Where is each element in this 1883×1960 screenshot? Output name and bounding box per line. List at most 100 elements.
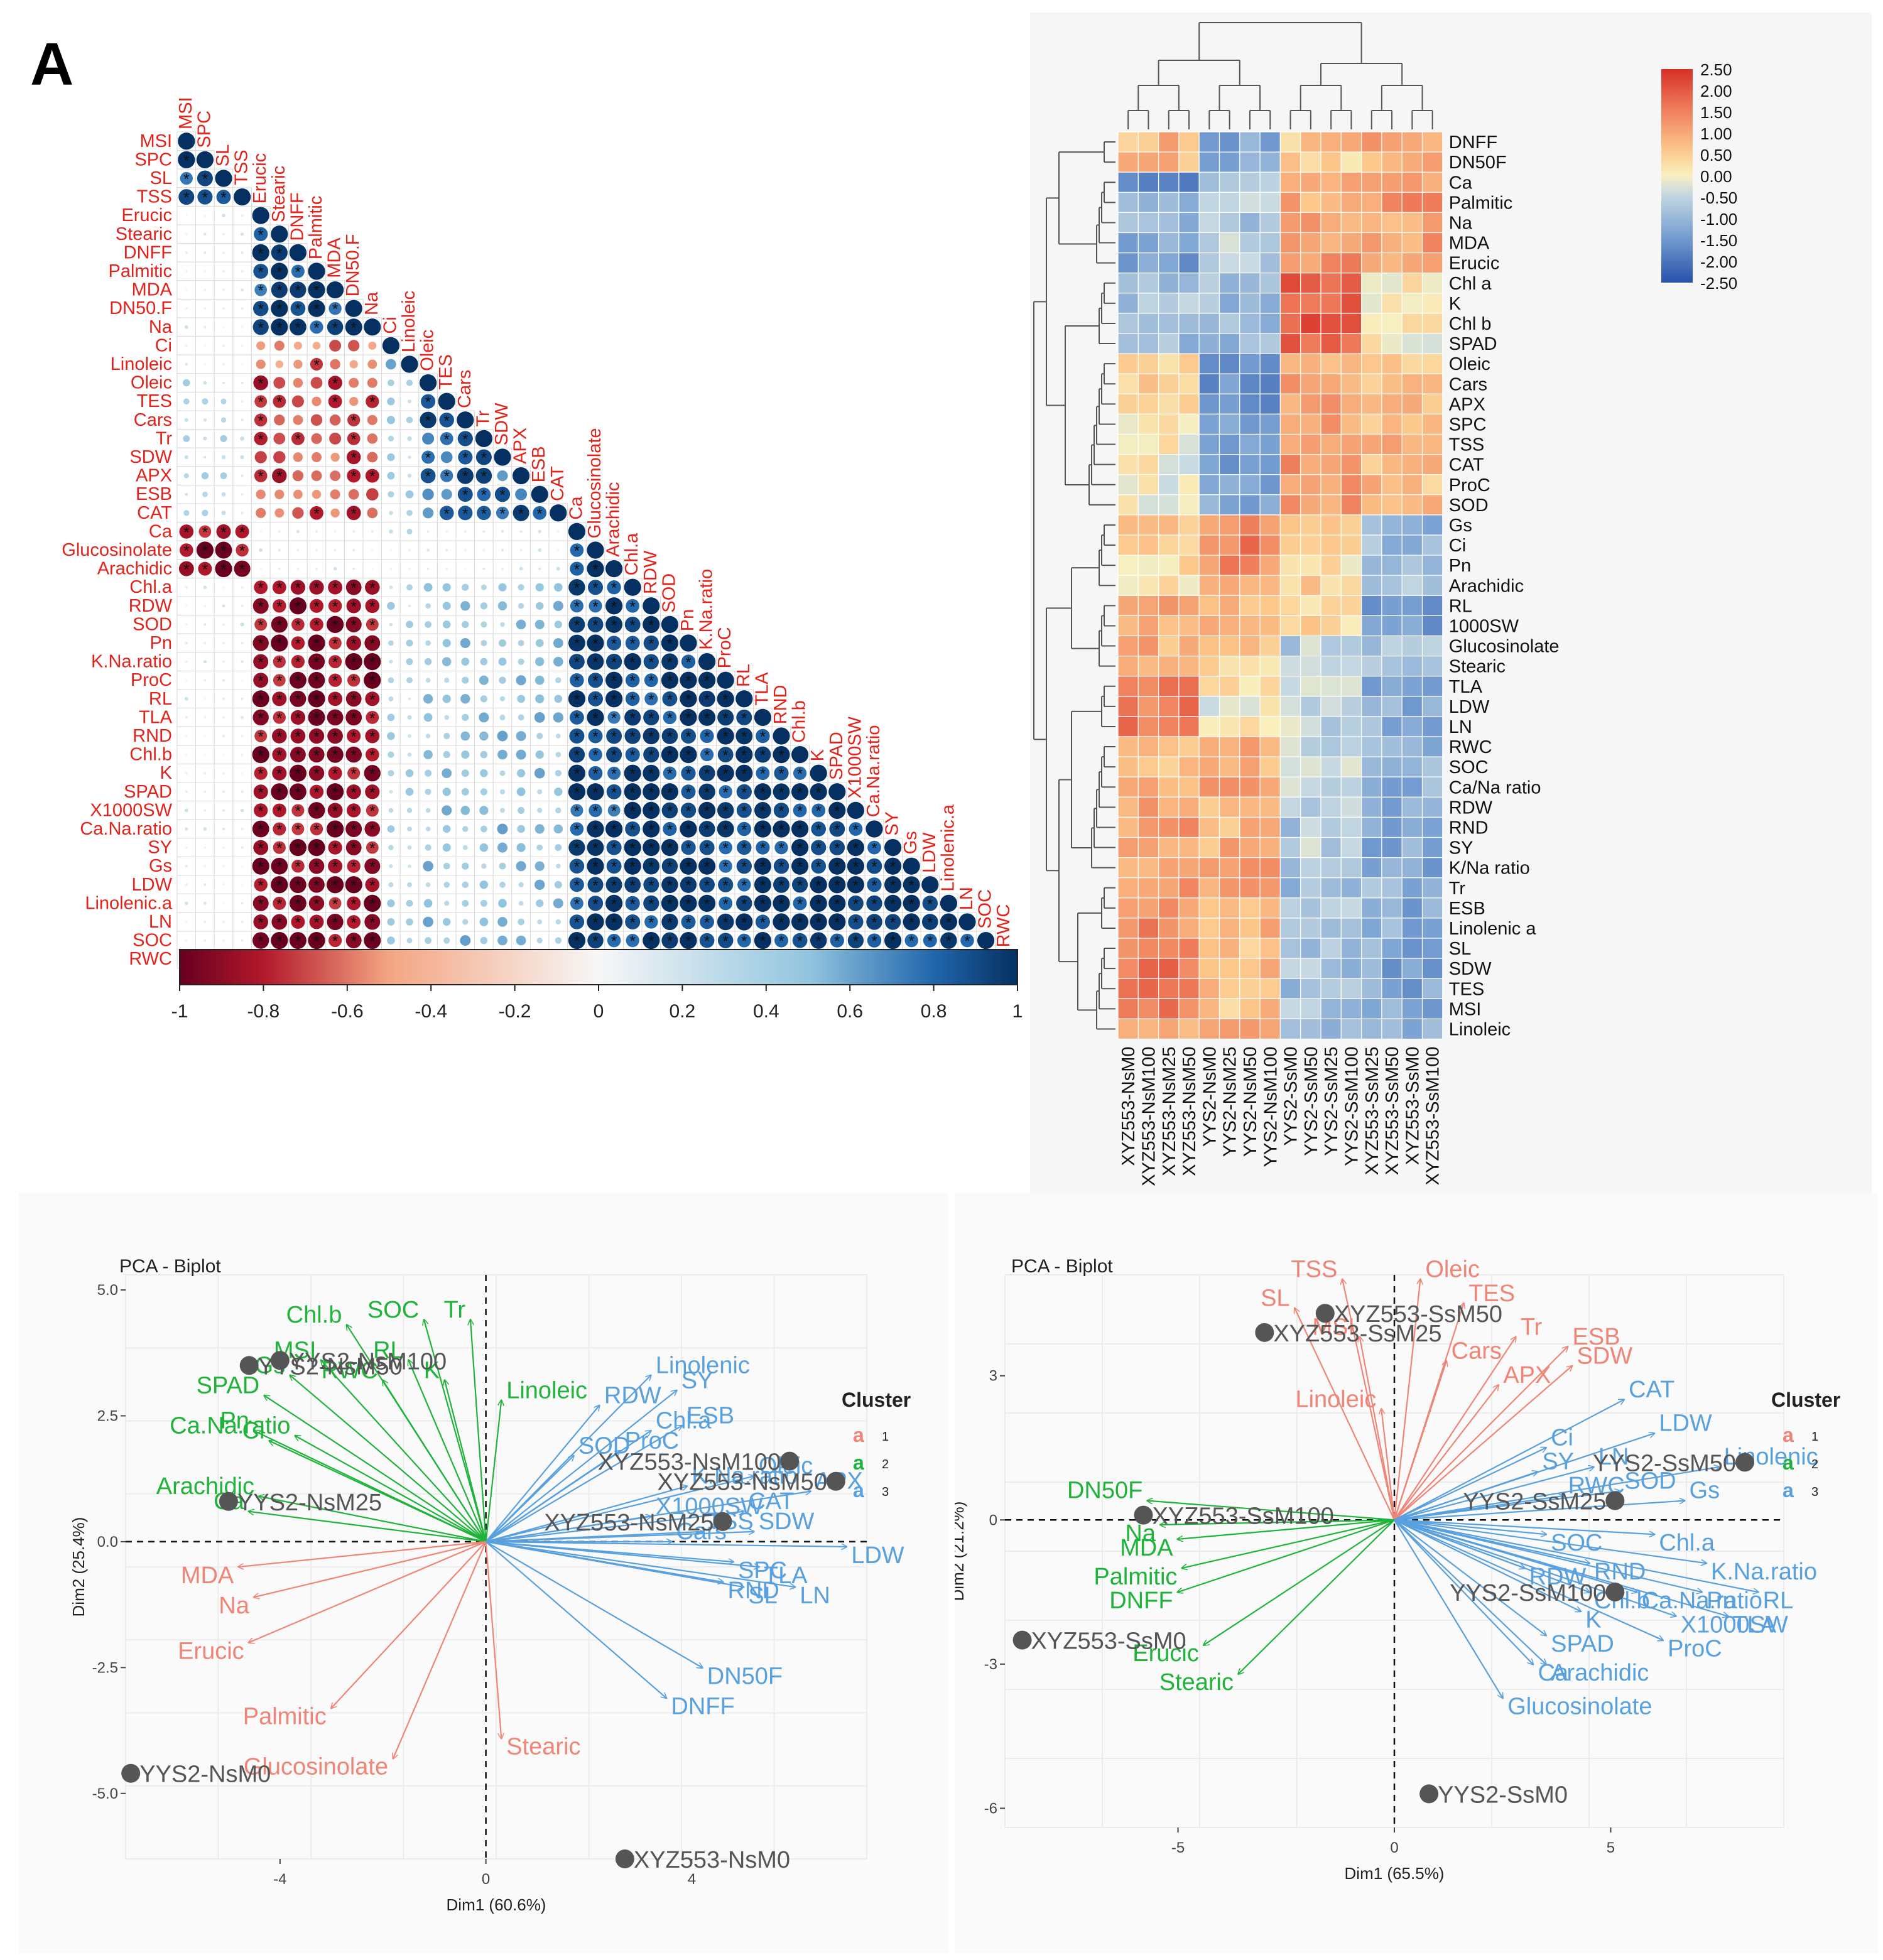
corr-circle bbox=[328, 858, 343, 874]
significance-star: * bbox=[258, 431, 264, 448]
corr-circle bbox=[773, 913, 790, 931]
heat-cell bbox=[1198, 413, 1220, 435]
corr-circle bbox=[278, 567, 281, 570]
loading-arrow-gs bbox=[1394, 1501, 1685, 1521]
corr-circle bbox=[292, 507, 304, 519]
corr-circle bbox=[345, 821, 362, 837]
significance-star: * bbox=[630, 691, 636, 708]
heat-cell bbox=[1401, 837, 1423, 858]
corr-circle bbox=[185, 716, 188, 719]
significance-star: * bbox=[258, 766, 264, 782]
significance-star: * bbox=[369, 598, 375, 615]
corr-circle bbox=[424, 658, 432, 666]
corr-circle bbox=[735, 727, 753, 745]
heat-cell bbox=[1340, 897, 1362, 919]
diag-label-esb: ESB bbox=[529, 446, 549, 482]
corr-circle bbox=[347, 413, 361, 426]
significance-star: * bbox=[295, 784, 301, 801]
significance-star: * bbox=[816, 933, 822, 950]
corr-circle bbox=[365, 598, 380, 614]
corr-circle bbox=[388, 845, 394, 850]
heat-cell bbox=[1320, 877, 1342, 899]
significance-star: * bbox=[295, 896, 301, 912]
corr-circle bbox=[680, 745, 697, 764]
corr-circle bbox=[203, 790, 207, 793]
corr-circle bbox=[480, 769, 488, 777]
corr-circle bbox=[185, 307, 188, 310]
heat-cell bbox=[1279, 252, 1301, 274]
significance-star: * bbox=[592, 766, 598, 782]
heat-cell bbox=[1198, 252, 1220, 274]
corr-circle bbox=[215, 170, 232, 187]
significance-star: * bbox=[481, 506, 487, 522]
corr-circle bbox=[482, 567, 486, 570]
corr-circle bbox=[180, 171, 193, 185]
corr-circle bbox=[792, 933, 808, 948]
heat-cell bbox=[1381, 212, 1403, 234]
corr-circle bbox=[443, 862, 450, 870]
corr-circle bbox=[345, 691, 362, 707]
corr-circle bbox=[442, 768, 452, 779]
significance-star: * bbox=[258, 376, 264, 393]
heat-cell bbox=[1198, 393, 1220, 414]
corr-circle bbox=[216, 190, 231, 205]
heat-cell bbox=[1137, 514, 1159, 536]
corr-circle bbox=[272, 691, 287, 707]
significance-star: * bbox=[313, 803, 319, 820]
heat-cell bbox=[1421, 151, 1443, 173]
heat-cell bbox=[1421, 293, 1443, 314]
heat-cell bbox=[1381, 615, 1403, 637]
heat-cell bbox=[1300, 373, 1321, 394]
corr-circle bbox=[364, 932, 381, 950]
corr-circle bbox=[220, 435, 227, 442]
significance-star: * bbox=[760, 821, 766, 838]
diag-label-spad: SPAD bbox=[827, 732, 847, 780]
corr-circle bbox=[518, 882, 524, 887]
panel-b: DNFF DN50F Ca Palmitic Na MDA Erucic Chl a K Chl … bbox=[1030, 13, 1872, 1193]
corr-circle bbox=[203, 214, 207, 217]
significance-star: * bbox=[797, 821, 803, 838]
heat-cell bbox=[1300, 756, 1321, 777]
significance-star: * bbox=[258, 710, 264, 727]
corr-circle bbox=[625, 896, 640, 911]
heat-cell bbox=[1158, 756, 1180, 777]
significance-star: * bbox=[871, 877, 877, 894]
loading-arrow-rwc bbox=[383, 1380, 487, 1542]
corr-circle bbox=[680, 820, 697, 838]
sample-point-xyz553-ssm25 bbox=[1255, 1323, 1274, 1342]
heat-cell bbox=[1421, 453, 1443, 475]
heat-cell bbox=[1340, 151, 1362, 173]
corr-circle bbox=[364, 914, 381, 930]
corr-circle bbox=[203, 232, 207, 236]
corr-circle bbox=[241, 400, 244, 403]
corr-circle bbox=[588, 766, 603, 781]
significance-star: * bbox=[685, 691, 691, 708]
loading-label-na: Na bbox=[219, 1593, 249, 1619]
heat-cell bbox=[1320, 474, 1342, 495]
corr-circle bbox=[866, 895, 882, 912]
corr-circle bbox=[222, 660, 225, 663]
heat-cell bbox=[1137, 1018, 1159, 1040]
corr-circle bbox=[278, 548, 281, 552]
heat-cell bbox=[1117, 1018, 1139, 1040]
corr-circle bbox=[368, 341, 377, 350]
corr-circle bbox=[326, 783, 344, 801]
corr-circle bbox=[829, 821, 845, 837]
corr-circle bbox=[464, 549, 467, 551]
diag-label-soc: SOC bbox=[975, 889, 996, 929]
heat-cell bbox=[1158, 595, 1180, 616]
heat-cell bbox=[1158, 151, 1180, 173]
heat-cell bbox=[1137, 897, 1159, 919]
significance-star: * bbox=[760, 747, 766, 764]
significance-star: * bbox=[871, 914, 877, 931]
heat-cell bbox=[1401, 333, 1423, 354]
heat-cell bbox=[1259, 474, 1281, 495]
heat-cell bbox=[1340, 514, 1362, 536]
corr-circle bbox=[737, 878, 751, 892]
heat-cell bbox=[1279, 635, 1301, 657]
corr-circle bbox=[661, 783, 679, 801]
corr-circle bbox=[254, 730, 268, 742]
loading-label-cars: Cars bbox=[1452, 1338, 1502, 1365]
significance-star: * bbox=[332, 636, 338, 652]
significance-star: * bbox=[648, 914, 654, 931]
